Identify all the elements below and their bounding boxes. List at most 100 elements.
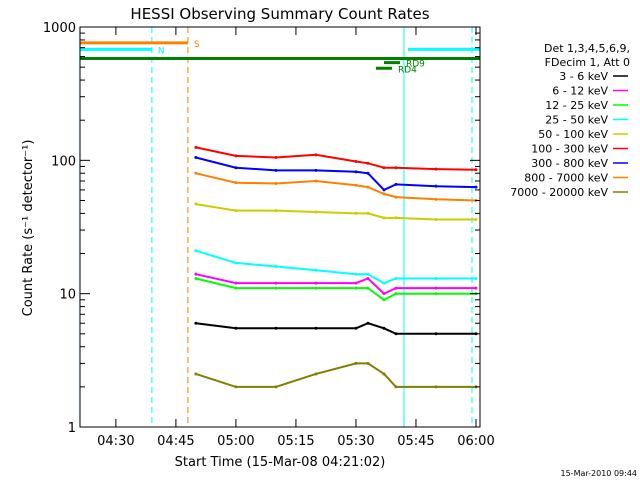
series-point-0-3 [314, 326, 318, 330]
series-point-6-0 [194, 156, 198, 160]
legend-label-0: 3 - 6 keV [559, 70, 608, 83]
series-line-8 [195, 362, 476, 388]
series-point-1-4 [354, 281, 358, 285]
series-point-3-6 [382, 281, 386, 285]
series-line-0 [195, 322, 476, 335]
series-point-8-3 [314, 372, 318, 376]
series-point-4-3 [314, 210, 318, 214]
series-point-1-5 [366, 276, 370, 280]
series-point-0-7 [394, 332, 398, 336]
series-point-3-8 [434, 276, 438, 280]
y-tick-label-1: 10 [59, 288, 76, 303]
series-point-8-1 [234, 385, 238, 389]
series-point-7-1 [234, 181, 238, 185]
x-tick-label-6: 06:00 [457, 434, 494, 449]
x-tick-label-2: 05:00 [217, 434, 254, 449]
flag-label-5: RD4 [398, 65, 417, 75]
series-point-1-8 [434, 286, 438, 290]
series-point-3-3 [314, 268, 318, 272]
series-point-6-2 [274, 168, 278, 172]
series-point-4-9 [474, 217, 478, 221]
series-point-8-2 [274, 385, 278, 389]
series-point-1-1 [234, 281, 238, 285]
series-point-0-8 [434, 332, 438, 336]
series-point-2-7 [394, 292, 398, 296]
footer-timestamp: 15-Mar-2010 09:44 [561, 469, 638, 478]
series-point-5-3 [314, 153, 318, 157]
chart-title: HESSI Observing Summary Count Rates [130, 5, 429, 23]
x-tick-label-5: 05:45 [397, 434, 434, 449]
series-point-6-8 [434, 184, 438, 188]
legend-label-2: 12 - 25 keV [545, 99, 608, 112]
series-point-5-0 [194, 145, 198, 149]
series-point-5-5 [366, 161, 370, 165]
series-line-7 [195, 172, 477, 202]
series-point-7-6 [382, 192, 386, 196]
series-point-3-5 [366, 272, 370, 276]
series-point-8-5 [366, 361, 370, 365]
flag-label-0: S [194, 40, 200, 50]
x-tick-label-1: 04:45 [157, 434, 194, 449]
series-point-5-8 [434, 167, 438, 171]
series-point-3-1 [234, 261, 238, 265]
series-point-0-1 [234, 326, 238, 330]
series-point-5-7 [394, 166, 398, 170]
series-point-4-6 [382, 216, 386, 220]
legend-label-8: 7000 - 20000 keV [510, 186, 608, 199]
series-point-2-8 [434, 292, 438, 296]
y-tick-label-0: 1 [68, 421, 76, 436]
series-point-7-7 [394, 195, 398, 199]
series-point-5-1 [234, 154, 238, 158]
flag-label-1: N [158, 46, 165, 56]
legend-header-line-1: FDecim 1, Att 0 [545, 56, 630, 69]
y-tick-label-3: 1000 [43, 21, 76, 36]
series-point-0-0 [194, 321, 198, 325]
series-point-4-8 [434, 217, 438, 221]
series-point-5-4 [354, 160, 358, 164]
series-point-2-4 [354, 286, 358, 290]
series-point-2-2 [274, 286, 278, 290]
series-point-7-8 [434, 197, 438, 201]
series-point-4-1 [234, 209, 238, 213]
series-line-5 [195, 146, 477, 171]
series-point-6-9 [474, 185, 478, 189]
plot-frame [79, 26, 481, 428]
series-point-2-5 [366, 286, 370, 290]
flag-label-4: RD9 [406, 60, 425, 70]
series-point-3-2 [274, 264, 278, 268]
series-point-6-1 [234, 166, 238, 170]
series-point-0-6 [382, 326, 386, 330]
series-point-7-5 [366, 185, 370, 189]
series-line-2 [195, 277, 476, 301]
series-point-4-0 [194, 202, 198, 206]
series-point-7-3 [314, 179, 318, 183]
series-point-1-9 [474, 286, 478, 290]
series-point-3-0 [194, 249, 198, 253]
series-line-3 [195, 249, 476, 285]
series-point-5-6 [382, 166, 386, 170]
series-point-0-5 [366, 321, 370, 325]
x-tick-label-3: 05:15 [277, 434, 314, 449]
series-line-1 [195, 273, 476, 295]
legend-label-4: 50 - 100 keV [538, 128, 608, 141]
series-point-1-0 [194, 272, 198, 276]
series-point-8-4 [354, 361, 358, 365]
series-point-7-4 [354, 183, 358, 187]
series-point-4-2 [274, 209, 278, 213]
x-axis-ticks: 04:30 04:45 05:00 05:15 05:30 05:45 06:00 [97, 27, 495, 449]
legend-label-1: 6 - 12 keV [552, 85, 608, 98]
series-point-4-4 [354, 211, 358, 215]
legend-header-line-0: Det 1,3,4,5,6,9, [544, 42, 630, 55]
legend-label-5: 100 - 300 keV [531, 143, 608, 156]
series-point-2-3 [314, 286, 318, 290]
legend-label-6: 300 - 800 keV [531, 157, 608, 170]
series-point-2-0 [194, 276, 198, 280]
series-point-6-3 [314, 168, 318, 172]
legend-header: Det 1,3,4,5,6,9,FDecim 1, Att 0 [544, 42, 630, 69]
series-line-6 [195, 156, 477, 192]
series-point-5-9 [474, 168, 478, 172]
series-point-6-7 [394, 182, 398, 186]
